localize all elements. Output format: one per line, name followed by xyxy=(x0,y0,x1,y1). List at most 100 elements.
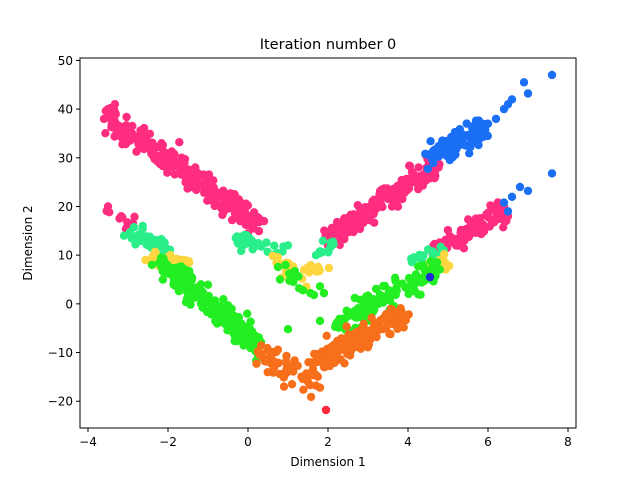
data-point xyxy=(489,215,499,224)
data-point xyxy=(228,312,237,321)
data-point xyxy=(311,381,321,390)
data-point xyxy=(137,134,147,143)
data-point xyxy=(421,149,430,158)
data-point xyxy=(342,322,351,331)
data-point xyxy=(99,114,109,124)
data-point xyxy=(407,278,416,287)
data-point xyxy=(458,130,467,139)
data-point xyxy=(462,119,471,128)
data-point xyxy=(375,186,385,196)
data-point xyxy=(370,296,379,305)
data-point xyxy=(281,357,291,366)
data-point xyxy=(391,290,400,300)
data-point xyxy=(121,139,130,149)
y-tick-label: 40 xyxy=(58,103,73,117)
data-point xyxy=(370,218,379,227)
data-point xyxy=(318,248,327,257)
data-point xyxy=(119,231,129,240)
data-point xyxy=(270,241,279,250)
data-point xyxy=(210,194,220,203)
x-axis-ticks: −4 −2 0 2 4 6 8 xyxy=(79,428,572,449)
data-point xyxy=(227,215,237,225)
data-point xyxy=(418,181,427,190)
data-point xyxy=(344,311,354,320)
data-point xyxy=(414,163,423,172)
data-point xyxy=(425,272,435,282)
data-point xyxy=(267,358,277,367)
data-point xyxy=(306,392,316,402)
data-point xyxy=(483,119,493,128)
chart-title: Iteration number 0 xyxy=(260,37,397,53)
data-point xyxy=(451,241,461,250)
x-tick-label: 4 xyxy=(404,435,412,449)
data-point xyxy=(180,265,189,274)
data-point xyxy=(355,332,364,341)
data-point xyxy=(192,185,201,195)
data-point xyxy=(283,325,293,334)
data-point xyxy=(127,232,137,241)
data-point xyxy=(523,186,533,196)
data-point xyxy=(211,305,220,315)
data-point xyxy=(373,194,383,204)
data-point xyxy=(414,262,423,271)
data-point xyxy=(407,257,417,267)
data-point xyxy=(166,158,175,168)
data-point xyxy=(122,112,131,122)
data-point xyxy=(324,263,334,273)
data-point xyxy=(299,265,309,274)
data-point xyxy=(299,385,308,394)
data-point xyxy=(467,139,476,148)
data-point xyxy=(344,212,354,222)
data-point xyxy=(219,186,228,195)
data-point xyxy=(281,260,290,270)
data-point xyxy=(184,258,194,267)
data-point xyxy=(202,172,211,181)
data-point xyxy=(423,164,432,174)
data-point xyxy=(168,271,177,280)
y-tick-label: 20 xyxy=(58,200,73,214)
data-point xyxy=(315,316,325,326)
data-point xyxy=(319,288,329,298)
data-point xyxy=(166,151,175,160)
data-point xyxy=(361,337,370,346)
data-point xyxy=(503,207,513,216)
data-point xyxy=(523,89,533,98)
data-point xyxy=(273,262,283,272)
data-point xyxy=(499,198,509,207)
x-tick-label: 8 xyxy=(564,435,572,449)
data-point xyxy=(519,78,529,87)
data-point xyxy=(180,279,189,288)
data-point xyxy=(385,296,395,305)
y-tick-label: 50 xyxy=(58,54,73,68)
data-point xyxy=(231,331,240,341)
data-point xyxy=(223,301,233,310)
data-point xyxy=(255,350,264,359)
data-point xyxy=(243,220,252,230)
data-point xyxy=(479,227,489,236)
x-tick-label: 6 xyxy=(484,435,492,449)
data-points xyxy=(99,70,557,415)
data-point xyxy=(335,240,344,250)
data-point xyxy=(107,123,116,132)
data-point xyxy=(491,114,501,124)
data-point xyxy=(465,149,474,158)
data-point xyxy=(181,298,191,307)
y-tick-label: 30 xyxy=(58,151,73,165)
data-point xyxy=(547,70,557,80)
data-point xyxy=(391,276,400,286)
data-point xyxy=(246,317,255,326)
data-point xyxy=(207,185,216,194)
data-point xyxy=(308,364,318,374)
data-point xyxy=(225,197,234,206)
data-point xyxy=(289,367,298,376)
data-point xyxy=(330,352,339,361)
data-point xyxy=(315,282,325,291)
data-point xyxy=(247,212,257,221)
data-point xyxy=(166,250,175,260)
data-point xyxy=(190,293,199,302)
data-point xyxy=(251,331,260,340)
data-point xyxy=(309,290,319,300)
data-point xyxy=(130,212,139,221)
data-point xyxy=(499,223,508,232)
data-point xyxy=(482,210,491,219)
